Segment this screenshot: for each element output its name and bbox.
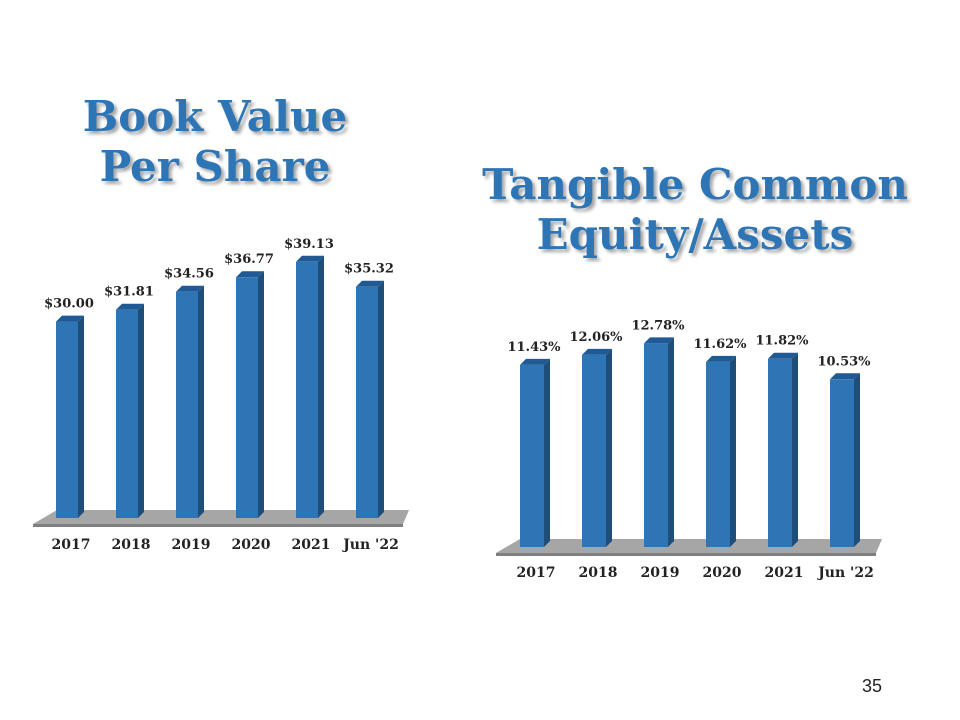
book-value-value-label-3: $36.77 (224, 252, 274, 267)
tce-assets-bar-side-2 (668, 337, 674, 547)
book-value-bar-front-2 (176, 291, 198, 518)
book-value-bar-side-2 (198, 285, 204, 518)
tce-assets-bar-side-1 (606, 348, 612, 547)
book-value-title: Book Value Per Share (20, 92, 410, 191)
book-value-bar-top-2 (176, 285, 204, 292)
book-value-title-line-1: Book Value (82, 92, 348, 141)
tce-assets-bar-front-5 (830, 379, 854, 547)
book-value-bar-front-0 (56, 321, 78, 518)
tce-assets-bar-side-0 (544, 358, 550, 547)
book-value-value-label-0: $30.00 (44, 297, 94, 312)
tce-assets-value-label-3: 11.62% (693, 337, 747, 352)
tce-assets-bar-top-3 (706, 355, 736, 362)
book-value-bar-0 (56, 315, 84, 518)
tce-assets-bar-front-4 (768, 358, 792, 547)
tce-assets-category-label-1: 2018 (579, 565, 618, 581)
tce-assets-bar-5 (830, 373, 860, 547)
book-value-bar-2 (176, 285, 204, 518)
book-value-bar-side-4 (318, 255, 324, 518)
book-value-category-label-2: 2019 (172, 537, 211, 553)
tce-assets-value-label-4: 11.82% (755, 334, 809, 349)
tce-assets-bar-front-3 (706, 361, 730, 547)
tce-assets-chart-floor-edge (496, 553, 876, 556)
book-value-bar-5 (356, 280, 384, 518)
book-value-bar-1 (116, 303, 144, 518)
tce-assets-bar-front-1 (582, 354, 606, 547)
tce-assets-title: Tangible Common Equity/Assets (445, 160, 945, 259)
book-value-bar-side-1 (138, 303, 144, 518)
book-value-bar-top-3 (236, 271, 264, 278)
tce-assets-bar-side-4 (792, 352, 798, 547)
tce-assets-category-label-3: 2020 (703, 565, 742, 581)
tce-assets-bar-side-5 (854, 373, 860, 547)
book-value-title-line-2: Per Share (99, 141, 331, 191)
tce-assets-bar-top-4 (768, 352, 798, 359)
book-value-category-label-0: 2017 (52, 537, 91, 553)
tce-assets-value-label-5: 10.53% (817, 354, 871, 369)
book-value-value-label-1: $31.81 (104, 285, 154, 300)
tce-assets-category-label-0: 2017 (517, 565, 556, 581)
tce-assets-title-line-1: Tangible Common (482, 160, 908, 209)
book-value-bar-top-5 (356, 280, 384, 287)
tce-assets-bar-top-1 (582, 348, 612, 355)
book-value-bar-3 (236, 271, 264, 518)
tce-assets-chart-floor (496, 539, 882, 553)
book-value-category-label-5: Jun '22 (341, 537, 399, 553)
book-value-bar-4 (296, 255, 324, 518)
book-value-category-label-4: 2021 (292, 537, 331, 553)
book-value-chart-floor-edge (33, 524, 403, 527)
book-value-bar-top-4 (296, 255, 324, 262)
tce-assets-bar-top-2 (644, 337, 674, 344)
tce-assets-bar-front-0 (520, 364, 544, 547)
book-value-bar-front-1 (116, 309, 138, 518)
tce-assets-title-line-2: Equity/Assets (536, 209, 854, 259)
book-value-value-label-4: $39.13 (284, 237, 334, 252)
tce-assets-bar-4 (768, 352, 798, 547)
book-value-bar-side-3 (258, 271, 264, 518)
tce-assets-value-label-2: 12.78% (631, 318, 685, 333)
tce-assets-bar-side-3 (730, 355, 736, 547)
tce-assets-value-label-0: 11.43% (507, 340, 561, 355)
book-value-bar-front-3 (236, 277, 258, 518)
tce-assets-bar-front-2 (644, 343, 668, 547)
book-value-bar-top-1 (116, 303, 144, 310)
page-number: 35 (861, 676, 883, 696)
tce-assets-category-label-5: Jun '22 (816, 565, 874, 581)
tce-assets-bar-top-0 (520, 358, 550, 365)
tce-assets-value-label-1: 12.06% (569, 330, 623, 345)
book-value-bar-front-5 (356, 286, 378, 518)
tce-assets-bar-1 (582, 348, 612, 547)
book-value-category-label-3: 2020 (232, 537, 271, 553)
tce-assets-category-label-4: 2021 (765, 565, 804, 581)
tce-assets-bar-top-5 (830, 373, 860, 380)
book-value-bar-side-5 (378, 280, 384, 518)
book-value-value-label-2: $34.56 (164, 267, 214, 282)
book-value-bar-side-0 (78, 315, 84, 518)
book-value-bar-front-4 (296, 261, 318, 518)
tce-assets-bar-2 (644, 337, 674, 547)
tce-assets-bar-3 (706, 355, 736, 547)
tce-assets-bar-0 (520, 358, 550, 547)
book-value-category-label-1: 2018 (112, 537, 151, 553)
tce-assets-category-label-2: 2019 (641, 565, 680, 581)
book-value-value-label-5: $35.32 (344, 262, 394, 277)
book-value-bar-top-0 (56, 315, 84, 322)
